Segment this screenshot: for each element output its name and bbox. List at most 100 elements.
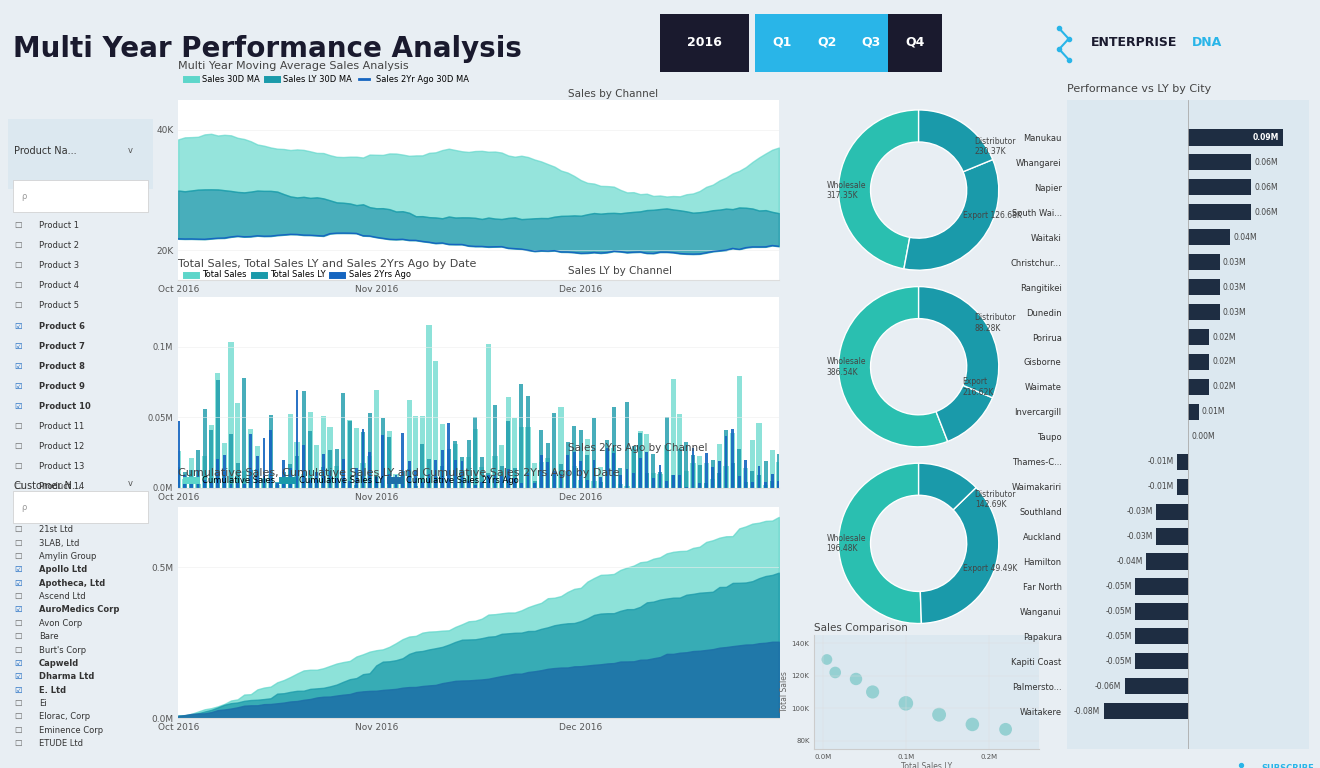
- Text: 3LAB, Ltd: 3LAB, Ltd: [40, 538, 79, 548]
- Bar: [395, 475, 397, 488]
- Text: Distributor
230.37K: Distributor 230.37K: [974, 137, 1016, 156]
- Text: AuroMedics Corp: AuroMedics Corp: [40, 605, 120, 614]
- Bar: [512, 418, 517, 488]
- Bar: [533, 483, 536, 488]
- Bar: [553, 472, 556, 488]
- Text: -0.05M: -0.05M: [1106, 632, 1133, 641]
- Bar: [540, 455, 543, 488]
- Bar: [236, 483, 239, 488]
- Text: DNA: DNA: [1192, 36, 1222, 48]
- Point: [962, 718, 983, 730]
- Bar: [210, 430, 214, 488]
- Bar: [269, 430, 272, 488]
- Legend: Total Sales, Total Sales LY, Sales 2Yrs Ago: Total Sales, Total Sales LY, Sales 2Yrs …: [182, 267, 414, 283]
- Bar: [659, 472, 663, 488]
- Bar: [473, 429, 478, 488]
- Bar: [400, 475, 405, 488]
- Bar: [532, 463, 537, 488]
- Bar: [520, 483, 523, 488]
- Bar: [362, 432, 366, 488]
- Bar: [263, 438, 265, 488]
- Bar: [210, 482, 213, 488]
- Bar: [764, 461, 768, 488]
- Bar: [612, 407, 615, 488]
- Bar: [618, 468, 623, 488]
- Bar: [243, 378, 247, 488]
- Point: [895, 697, 916, 710]
- Bar: [408, 462, 411, 488]
- Bar: [276, 482, 280, 488]
- Text: ρ: ρ: [21, 192, 26, 201]
- Text: ☑: ☑: [15, 362, 21, 371]
- Text: v: v: [128, 147, 133, 155]
- Point: [845, 673, 866, 685]
- Bar: [632, 473, 635, 488]
- Bar: [249, 434, 252, 488]
- Bar: [659, 465, 661, 488]
- Bar: [1125, 678, 1188, 694]
- Bar: [711, 467, 714, 488]
- Text: -0.05M: -0.05M: [1106, 582, 1133, 591]
- Text: Product 3: Product 3: [40, 261, 79, 270]
- Bar: [758, 475, 760, 488]
- Bar: [367, 455, 372, 488]
- Bar: [750, 471, 755, 488]
- Bar: [546, 443, 550, 488]
- Bar: [494, 405, 498, 488]
- Bar: [520, 383, 524, 488]
- Wedge shape: [838, 110, 919, 269]
- Text: Sales LY by Channel: Sales LY by Channel: [568, 266, 672, 276]
- Bar: [513, 478, 516, 488]
- Bar: [474, 417, 478, 488]
- Wedge shape: [838, 463, 921, 624]
- Text: -0.04M: -0.04M: [1117, 557, 1143, 566]
- Text: ☐: ☐: [15, 462, 21, 471]
- Wedge shape: [919, 286, 999, 398]
- Bar: [294, 442, 300, 488]
- Bar: [216, 379, 219, 488]
- Bar: [1135, 578, 1188, 594]
- Bar: [360, 463, 366, 488]
- Bar: [744, 460, 747, 488]
- Bar: [731, 429, 734, 488]
- Bar: [256, 469, 259, 488]
- Bar: [341, 393, 346, 488]
- Bar: [401, 471, 405, 488]
- Bar: [519, 427, 524, 488]
- Bar: [314, 445, 319, 488]
- Text: 0.02M: 0.02M: [1212, 357, 1236, 366]
- Bar: [428, 459, 432, 488]
- Bar: [362, 429, 364, 488]
- Bar: [183, 475, 186, 488]
- Text: ETUDE Ltd: ETUDE Ltd: [40, 739, 83, 748]
- Text: Product 5: Product 5: [40, 302, 79, 310]
- Bar: [507, 421, 511, 488]
- Bar: [347, 420, 352, 488]
- Bar: [348, 481, 351, 488]
- Wedge shape: [904, 160, 999, 270]
- Text: Product Na...: Product Na...: [15, 146, 77, 156]
- Text: Q3: Q3: [862, 36, 880, 48]
- Text: Multi Year Moving Average Sales Analysis: Multi Year Moving Average Sales Analysis: [178, 61, 409, 71]
- Legend: Cumulative Sales, Cumulative Sales LY, Cumulative Sales 2Yrs Ago: Cumulative Sales, Cumulative Sales LY, C…: [182, 473, 523, 488]
- Bar: [441, 465, 444, 488]
- Bar: [672, 475, 675, 488]
- Bar: [500, 475, 503, 488]
- Text: -0.05M: -0.05M: [1106, 607, 1133, 616]
- Bar: [269, 415, 272, 488]
- Text: Wholesale
196.48K: Wholesale 196.48K: [826, 534, 866, 554]
- Bar: [717, 444, 722, 488]
- Bar: [731, 463, 734, 488]
- Bar: [1146, 554, 1188, 570]
- Bar: [546, 462, 549, 488]
- Wedge shape: [936, 386, 993, 442]
- Bar: [704, 463, 709, 488]
- Bar: [309, 480, 312, 488]
- Bar: [421, 482, 424, 488]
- Bar: [441, 450, 444, 488]
- Bar: [288, 415, 293, 488]
- Point: [816, 654, 837, 666]
- Bar: [725, 430, 729, 488]
- Bar: [527, 473, 529, 488]
- Point: [862, 686, 883, 698]
